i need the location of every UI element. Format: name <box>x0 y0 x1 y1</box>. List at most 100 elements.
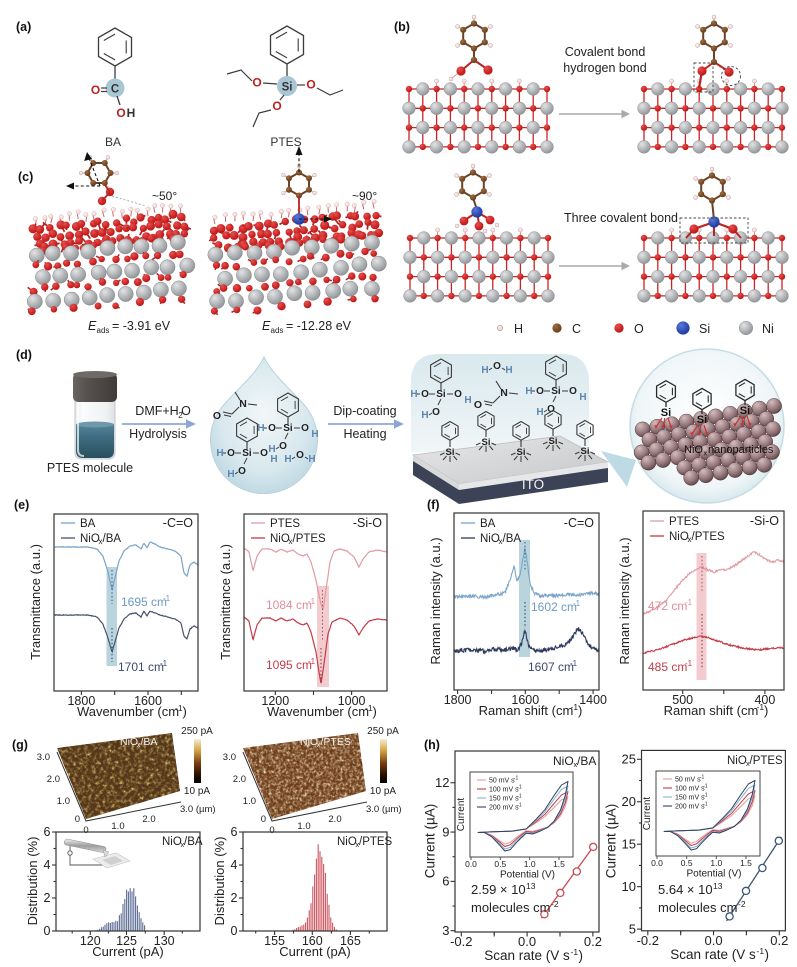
svg-text:125: 125 <box>116 934 137 948</box>
svg-text:165: 165 <box>340 934 361 948</box>
svg-text:Current: Current <box>642 797 653 831</box>
svg-text:Transmittance (a.u.): Transmittance (a.u.) <box>218 544 233 660</box>
svg-text:O: O <box>634 322 644 336</box>
svg-text:): ) <box>183 704 187 719</box>
svg-text:100 mV s: 100 mV s <box>489 787 519 794</box>
svg-text:C: C <box>572 322 581 336</box>
svg-text:Current: Current <box>456 798 467 832</box>
svg-text:H: H <box>525 386 532 397</box>
svg-text:Distribution (%): Distribution (%) <box>25 837 40 926</box>
svg-text:(e): (e) <box>14 498 29 512</box>
svg-text:50 mV s: 50 mV s <box>675 777 701 784</box>
svg-text:200 mV s: 200 mV s <box>675 804 705 811</box>
svg-text:~90°: ~90° <box>352 189 377 203</box>
svg-text:x: x <box>137 742 141 749</box>
svg-text:Si: Si <box>581 446 590 457</box>
svg-text:O: O <box>181 404 191 418</box>
svg-text:-Si-O: -Si-O <box>750 514 779 528</box>
svg-text:): ) <box>579 948 584 963</box>
svg-text:NiO: NiO <box>553 754 574 768</box>
svg-text:): ) <box>373 704 377 719</box>
svg-text:NiO: NiO <box>80 533 100 545</box>
svg-text:0: 0 <box>269 825 274 836</box>
svg-text:/BA: /BA <box>103 533 122 545</box>
svg-text:O: O <box>227 448 235 459</box>
svg-text:Current (µA): Current (µA) <box>604 804 619 879</box>
svg-text:NiO: NiO <box>270 533 290 545</box>
svg-text:2.0: 2.0 <box>47 774 60 785</box>
svg-text:1.0: 1.0 <box>297 821 310 832</box>
svg-text:BA: BA <box>80 518 96 530</box>
svg-text:0: 0 <box>44 924 51 938</box>
svg-text:-1: -1 <box>517 803 522 809</box>
svg-text:Ni: Ni <box>762 322 774 336</box>
svg-text:Si: Si <box>551 386 561 397</box>
svg-text:Three covalent bond: Three covalent bond <box>564 211 678 225</box>
svg-text:nanoparticles: nanoparticles <box>708 444 774 456</box>
svg-text:3: 3 <box>442 923 449 938</box>
svg-text:100 mV s: 100 mV s <box>675 786 705 793</box>
svg-text:0.5: 0.5 <box>681 858 693 868</box>
svg-text:1695 cm: 1695 cm <box>121 595 167 609</box>
svg-text:Current (pA): Current (pA) <box>279 944 351 959</box>
svg-text:NiO: NiO <box>300 736 318 748</box>
svg-text:(g): (g) <box>12 738 28 752</box>
svg-text:2.0: 2.0 <box>142 814 155 825</box>
svg-text:1.5: 1.5 <box>553 859 565 869</box>
svg-text:O: O <box>301 423 309 434</box>
svg-text:NiO: NiO <box>684 444 703 456</box>
svg-text:H: H <box>284 454 291 465</box>
svg-text:-1: -1 <box>163 594 171 603</box>
svg-text:NiO: NiO <box>669 531 689 543</box>
svg-text:(h): (h) <box>424 738 440 752</box>
svg-text:-1: -1 <box>517 785 522 791</box>
svg-text:4: 4 <box>44 858 51 872</box>
svg-text:2: 2 <box>178 411 183 420</box>
svg-text:2.0: 2.0 <box>328 814 341 825</box>
svg-text:5.64 × 10: 5.64 × 10 <box>658 882 713 897</box>
svg-text:x: x <box>356 840 360 849</box>
svg-text:ads: ads <box>271 326 284 335</box>
svg-text:Si: Si <box>446 447 455 458</box>
svg-text:-1: -1 <box>703 784 708 790</box>
svg-text:H: H <box>127 106 136 120</box>
svg-text:Raman shift (cm: Raman shift (cm <box>479 703 574 718</box>
svg-text:x: x <box>289 537 293 546</box>
svg-text:H: H <box>514 322 523 336</box>
svg-text:0.2: 0.2 <box>584 934 602 949</box>
svg-text:/PTES: /PTES <box>293 533 327 545</box>
svg-text:O: O <box>238 466 246 477</box>
svg-text:Transmittance (a.u.): Transmittance (a.u.) <box>28 544 43 660</box>
svg-text:NiO: NiO <box>120 736 138 748</box>
svg-text:(a): (a) <box>16 20 31 34</box>
svg-text:-1: -1 <box>571 702 579 712</box>
svg-text:0: 0 <box>231 924 238 938</box>
svg-text:H: H <box>257 423 264 434</box>
svg-text:1.0: 1.0 <box>243 796 256 807</box>
svg-text:PTES molecule: PTES molecule <box>47 461 133 475</box>
svg-text:160: 160 <box>302 934 323 948</box>
svg-text:/PTES: /PTES <box>750 755 784 767</box>
svg-text:O: O <box>493 361 501 372</box>
svg-text:250 pA: 250 pA <box>181 726 213 737</box>
svg-text:0.0: 0.0 <box>651 858 663 868</box>
svg-text:Current (pA): Current (pA) <box>92 944 164 959</box>
svg-text:Wavenumber (cm: Wavenumber (cm <box>77 704 179 719</box>
svg-text:Raman intensity (a.u.): Raman intensity (a.u.) <box>617 537 632 664</box>
svg-text:H: H <box>481 365 488 376</box>
svg-text:O: O <box>252 76 261 90</box>
svg-text:1.0: 1.0 <box>524 859 536 869</box>
svg-text:1084 cm: 1084 cm <box>266 598 312 612</box>
svg-text:200 mV s: 200 mV s <box>489 805 519 812</box>
svg-text:O: O <box>116 106 125 120</box>
svg-text:1701 cm: 1701 cm <box>118 660 164 674</box>
svg-text:2.59 × 10: 2.59 × 10 <box>471 882 526 897</box>
svg-text:1095 cm: 1095 cm <box>266 658 312 672</box>
svg-text:1600: 1600 <box>134 694 162 708</box>
svg-text:x: x <box>704 449 708 458</box>
svg-text:O: O <box>268 423 276 434</box>
svg-text:1.5: 1.5 <box>740 858 752 868</box>
svg-text:NiO: NiO <box>337 836 357 848</box>
svg-text:(d): (d) <box>16 348 32 362</box>
svg-text:H: H <box>268 444 275 455</box>
